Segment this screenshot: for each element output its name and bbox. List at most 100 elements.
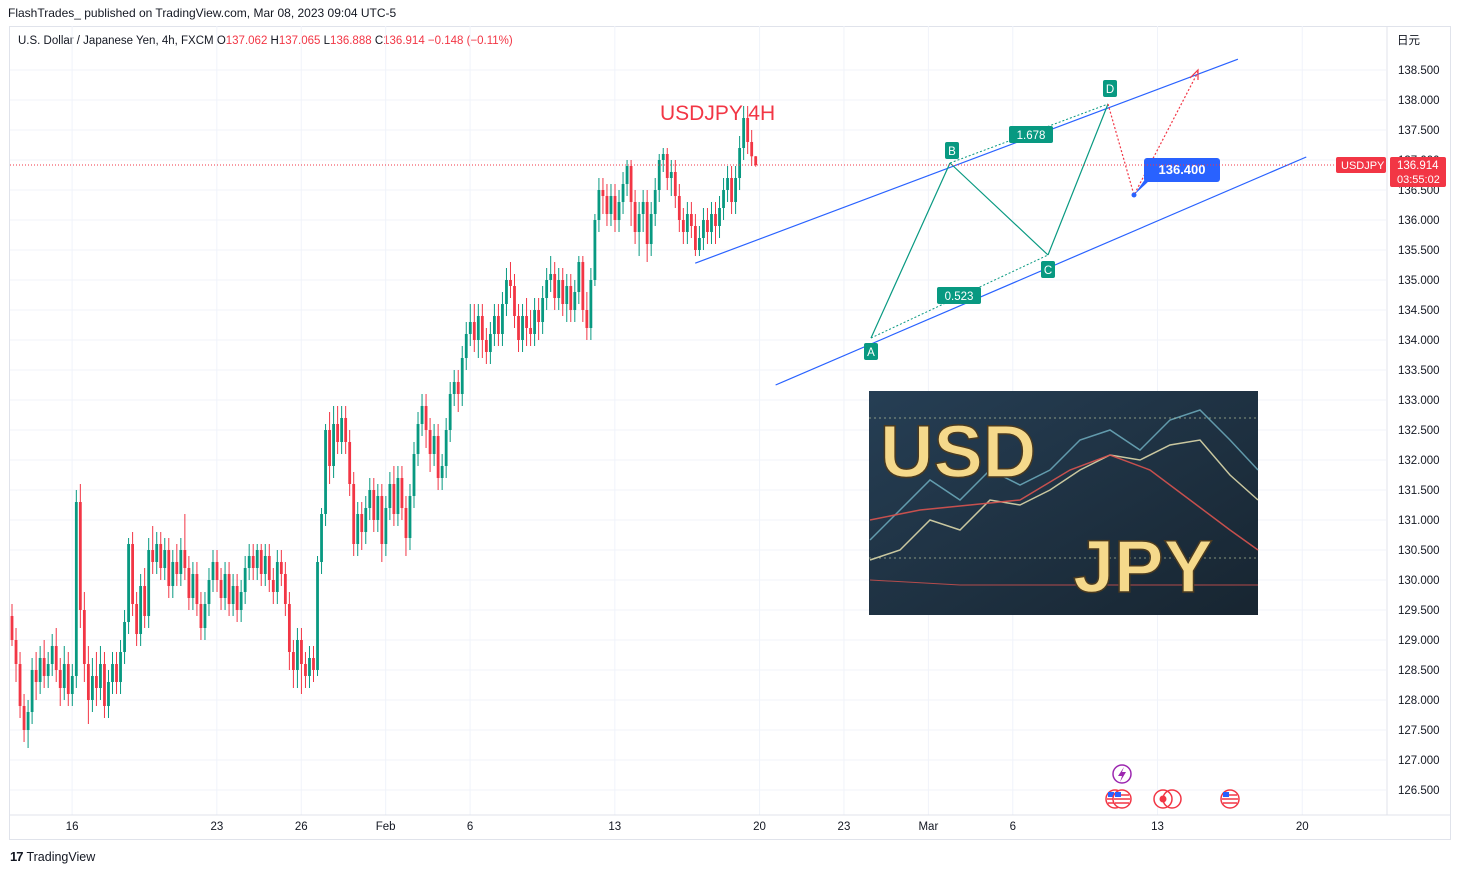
price-tick-label: 131.000 — [1398, 515, 1440, 527]
lightning-icon[interactable] — [1112, 764, 1132, 784]
high-value: 137.065 — [278, 35, 321, 47]
banner-jpy-text: JPY — [1073, 525, 1213, 608]
candle-down — [665, 154, 669, 178]
price-tick-label: 134.500 — [1398, 305, 1440, 317]
footer-brand-text: TradingView — [26, 849, 96, 864]
candle-up — [179, 550, 183, 574]
candle-up — [388, 484, 392, 508]
ratio-ac-label: 0.523 — [945, 291, 974, 303]
candle-down — [428, 430, 432, 454]
candle-down — [42, 658, 46, 676]
symbol-price-tag[interactable]: USDJPY 136.914 03:55:02 — [1336, 157, 1446, 187]
candle-up — [476, 316, 480, 340]
candle-up — [412, 454, 416, 496]
candle-up — [493, 316, 496, 334]
candle-up — [147, 550, 151, 616]
candle-up — [74, 502, 78, 676]
price-tick-label: 128.000 — [1398, 695, 1440, 707]
tradingview-logo-icon: 17 — [10, 849, 24, 864]
time-tick-label: 20 — [1296, 821, 1309, 833]
candle-down — [103, 664, 106, 706]
candle-down — [352, 484, 356, 544]
candle-down — [706, 220, 709, 232]
time-tick-label: 20 — [753, 821, 766, 833]
candle-down — [581, 262, 585, 310]
candle-down — [219, 580, 223, 598]
candle-down — [312, 658, 315, 670]
candle-down — [380, 496, 384, 544]
candle-down — [195, 574, 199, 604]
candle-down — [300, 640, 303, 664]
candle-up — [127, 544, 130, 622]
us-flag-icon[interactable] — [1112, 789, 1132, 809]
record-icon[interactable] — [1153, 789, 1182, 809]
price-tag-value: 136.914 — [1397, 160, 1439, 172]
target-callout-label: 136.400 — [1159, 162, 1206, 177]
candle-up — [718, 208, 721, 226]
price-tick-label: 130.000 — [1398, 575, 1440, 587]
candle-up — [460, 358, 464, 394]
candle-up — [557, 280, 561, 298]
candle-up — [501, 304, 504, 334]
candle-up — [308, 658, 311, 676]
candle-up — [255, 550, 259, 568]
time-tick-label: 26 — [295, 821, 308, 833]
time-tick-label: 13 — [1151, 821, 1164, 833]
candle-down — [292, 652, 295, 670]
price-tag-timer: 03:55:02 — [1397, 174, 1440, 186]
us-flag-icon[interactable] — [1220, 789, 1240, 809]
open-label: O — [216, 35, 226, 47]
symbol-name[interactable]: U.S. Dollar / Japanese Yen, 4h, FXCM — [18, 35, 214, 47]
low-label: L — [323, 35, 331, 47]
candle-down — [235, 586, 239, 610]
candle-down — [629, 166, 633, 202]
candle-up — [597, 190, 601, 220]
candle-up — [452, 382, 456, 394]
price-tick-label: 137.500 — [1398, 125, 1440, 137]
candle-down — [151, 550, 155, 562]
candle-down — [553, 274, 557, 298]
candle-down — [601, 190, 605, 196]
candle-up — [38, 658, 42, 682]
open-value: 137.062 — [225, 35, 268, 47]
candle-down — [517, 316, 520, 340]
candle-down — [199, 604, 203, 628]
price-tick-label: 129.000 — [1398, 635, 1440, 647]
time-axis[interactable]: 16 23 26 Feb 6 13 20 23 Mar 6 13 20 — [10, 814, 1451, 833]
price-axis[interactable]: 138.500138.000137.500137.000136.500136.0… — [1386, 26, 1440, 815]
candle-up — [653, 190, 657, 214]
point-d-label: D — [1106, 84, 1114, 96]
price-tick-label: 130.500 — [1398, 545, 1440, 557]
candle-down — [336, 424, 340, 442]
candle-down — [54, 646, 58, 670]
published-line: FlashTrades_ published on TradingView.co… — [8, 6, 397, 20]
candle-up — [408, 496, 412, 538]
candle-up — [239, 592, 243, 610]
candle-down — [746, 118, 750, 142]
candle-up — [734, 178, 737, 202]
candle-down — [537, 310, 541, 322]
currency-label: 日元 — [1397, 35, 1420, 47]
chart-frame[interactable] — [9, 26, 1451, 840]
price-tick-label: 132.500 — [1398, 425, 1440, 437]
candle-up — [641, 202, 645, 214]
candle-down — [513, 286, 516, 316]
candle-up — [263, 556, 267, 574]
candle-up — [155, 544, 159, 562]
candle-up — [685, 214, 689, 232]
candle-down — [175, 562, 179, 574]
candle-down — [18, 664, 22, 706]
candle-down — [283, 574, 287, 604]
price-tick-label: 127.500 — [1398, 725, 1440, 737]
candle-up — [275, 562, 279, 592]
candle-down — [529, 328, 532, 334]
point-a-label-box — [864, 343, 878, 360]
time-tick-label: Mar — [918, 821, 938, 833]
candle-up — [163, 550, 167, 568]
candle-down — [66, 664, 70, 694]
candle-up — [340, 418, 344, 442]
candle-up — [324, 430, 327, 514]
candle-up — [468, 322, 472, 334]
candle-down — [267, 556, 271, 580]
